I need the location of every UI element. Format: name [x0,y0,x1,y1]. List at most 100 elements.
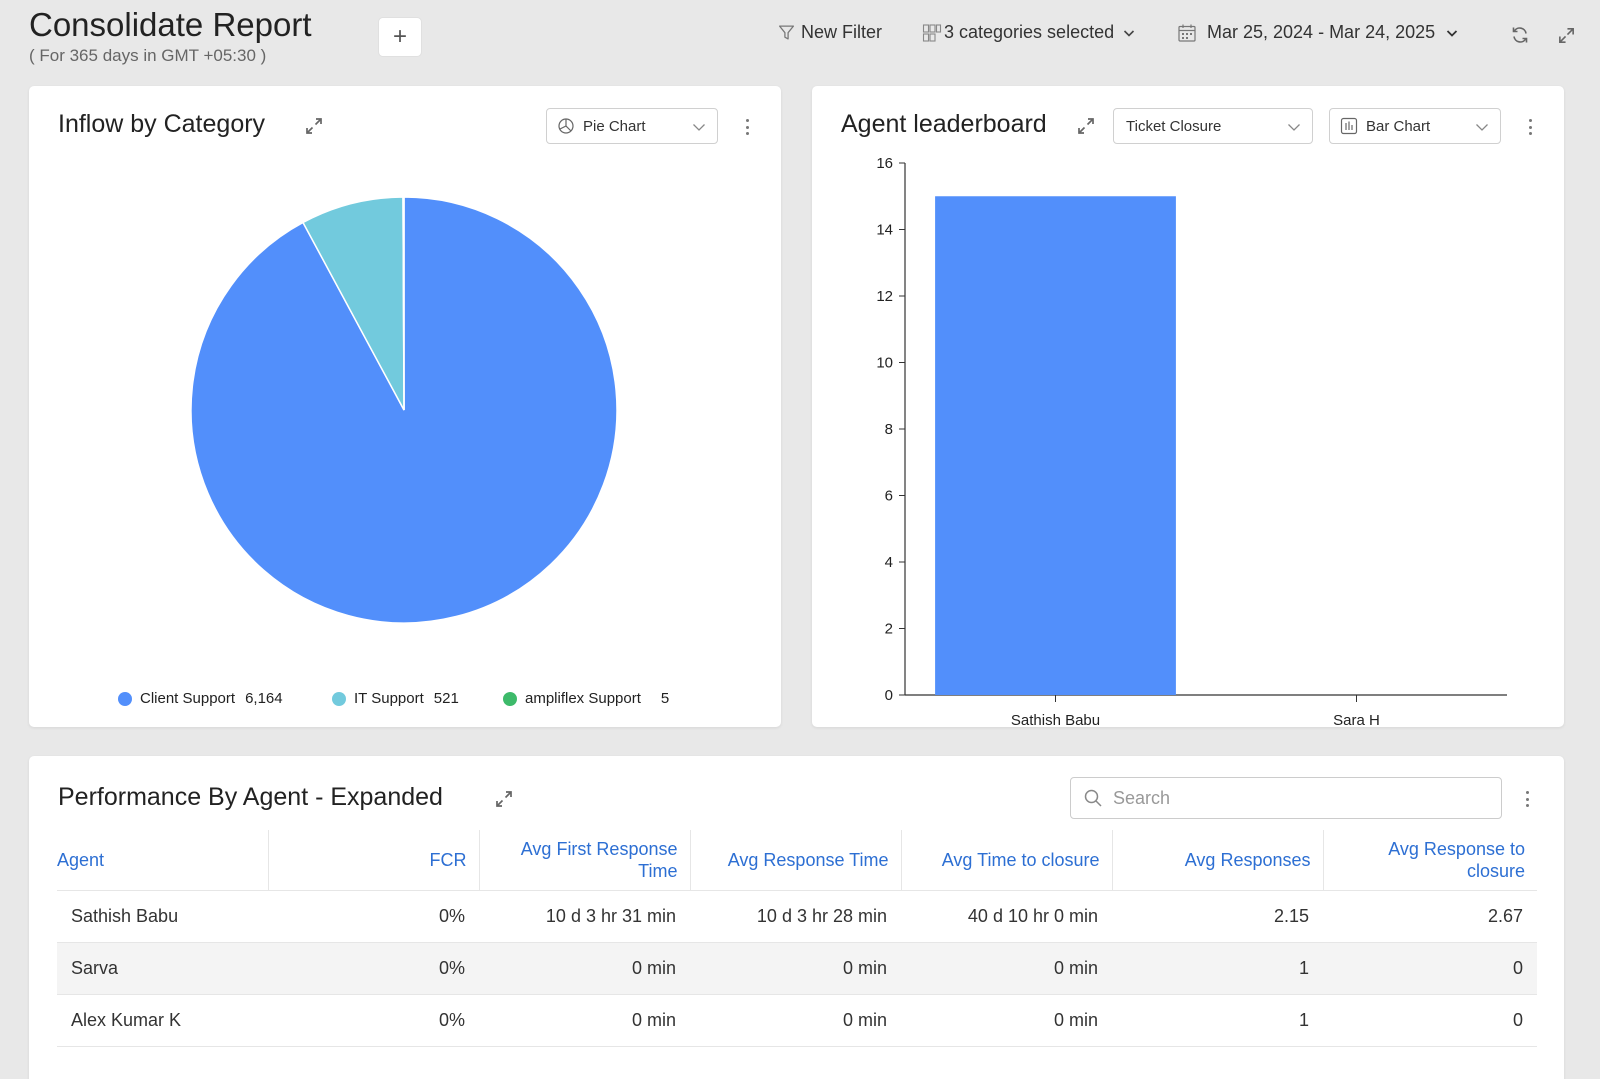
x-tick-label: Sathish Babu [1011,712,1100,729]
cell-avg-time-to-closure: 0 min [901,993,1112,1047]
expand-icon[interactable] [1076,116,1096,136]
table-row: Sathish Babu 0% 10 d 3 hr 31 min 10 d 3 … [57,889,1537,942]
refresh-icon[interactable] [1510,25,1530,45]
pie-chart-icon [558,118,574,134]
cell-avg-response-time: 0 min [690,941,901,994]
cell-fcr: 0% [268,993,479,1047]
cell-avg-response-time: 0 min [690,993,901,1047]
metric-label: Ticket Closure [1126,117,1222,135]
search-input[interactable] [1113,787,1473,809]
y-tick-label: 6 [885,488,893,505]
legend-dot [118,691,132,706]
cell-agent: Alex Kumar K [57,993,268,1047]
cell-avg-first-response-time: 0 min [479,941,690,994]
bar-chart-icon [1340,117,1358,135]
legend-label: Client Support [140,690,236,707]
chart-type-select[interactable]: Bar Chart [1329,108,1501,144]
y-tick-label: 12 [876,288,893,305]
expand-icon[interactable] [494,789,514,809]
cell-avg-response-to-closure: 0 [1323,941,1537,994]
filter-icon [778,25,795,40]
table-header-row: Agent FCR Avg First Response Time Avg Re… [57,830,1537,890]
new-filter-label: New Filter [801,22,883,42]
pie-slice-ampliflex-support[interactable] [402,196,405,411]
legend-label: ampliflex Support [525,690,641,707]
categories-label: 3 categories selected [944,22,1115,42]
cell-avg-responses: 1 [1112,941,1323,994]
y-tick-label: 2 [885,621,893,638]
pie-slice-it-support[interactable] [301,196,405,411]
date-range-label: Mar 25, 2024 - Mar 24, 2025 [1207,22,1436,42]
leaderboard-card-menu-button[interactable] [1525,116,1535,138]
column-header-avg-response-to-closure[interactable]: Avg Response to closure [1388,838,1525,881]
chart-type-select[interactable]: Pie Chart [546,108,718,144]
cell-avg-responses: 1 [1112,993,1323,1047]
x-tick-label: Sara H [1333,712,1380,729]
metric-select[interactable]: Ticket Closure [1113,108,1313,144]
inflow-card-menu-button[interactable] [742,116,752,138]
y-tick-label: 8 [885,421,893,438]
legend-dot [332,691,346,706]
cell-avg-response-to-closure: 0 [1323,993,1537,1047]
cell-agent: Sarva [57,941,268,994]
y-tick-label: 14 [876,222,893,239]
categories-dropdown[interactable]: 3 categories selected [922,22,1136,43]
chevron-down-icon [1476,124,1488,131]
page-title: Consolidate Report [29,6,312,43]
search-icon [1084,789,1102,807]
performance-card-title: Performance By Agent - Expanded [58,783,443,811]
column-header-avg-time-to-closure[interactable]: Avg Time to closure [901,830,1113,890]
legend-value: 5 [660,690,670,707]
legend-item-it-support: IT Support 521 [332,690,459,707]
cell-avg-responses: 2.15 [1112,889,1323,942]
grid-icon [922,23,942,42]
cell-avg-time-to-closure: 40 d 10 hr 0 min [901,889,1112,942]
table-row: Alex Kumar K 0% 0 min 0 min 0 min 1 0 [57,993,1537,1047]
y-tick-label: 4 [885,554,893,571]
cell-avg-response-to-closure: 2.67 [1323,889,1537,942]
agent-leaderboard-card: Agent leaderboard Ticket Closure Bar Cha… [812,86,1564,729]
page-subtitle: ( For 365 days in GMT +05:30 ) [29,46,267,65]
legend-dot [503,691,517,706]
cell-fcr: 0% [268,941,479,994]
table-row: Sarva 0% 0 min 0 min 0 min 1 0 [57,941,1537,994]
new-filter-button[interactable]: New Filter [778,22,882,43]
inflow-card-title: Inflow by Category [58,110,266,138]
search-box[interactable] [1070,777,1502,819]
bar[interactable] [935,196,1176,695]
y-tick-label: 10 [876,355,893,372]
cell-avg-first-response-time: 0 min [479,993,690,1047]
cell-avg-first-response-time: 10 d 3 hr 31 min [479,889,690,942]
column-header-agent[interactable]: Agent [57,830,269,890]
legend-value: 6,164 [245,690,283,707]
add-widget-button[interactable]: + [378,17,422,57]
y-tick-label: 16 [876,155,893,172]
leaderboard-card-title: Agent leaderboard [841,110,1047,138]
chevron-down-icon [693,124,705,131]
legend-item-client-support: Client Support 6,164 [118,690,283,707]
legend-item-ampliflex-support: ampliflex Support 5 [503,690,669,707]
chevron-down-icon [1447,29,1458,37]
chart-type-label: Pie Chart [583,117,646,135]
column-header-avg-response-time[interactable]: Avg Response Time [690,830,902,890]
inflow-by-category-card: Inflow by Category Pie Chart Client Supp… [29,86,781,727]
fullscreen-icon[interactable] [1557,26,1576,45]
date-range-picker[interactable]: Mar 25, 2024 - Mar 24, 2025 [1177,22,1459,43]
cell-avg-time-to-closure: 0 min [901,941,1112,994]
inflow-pie-chart [190,196,618,624]
chevron-down-icon [1124,29,1135,37]
cell-fcr: 0% [268,889,479,942]
expand-icon[interactable] [304,116,324,136]
column-header-avg-first-response-time[interactable]: Avg First Response Time [479,830,691,890]
y-tick-label: 0 [885,687,893,704]
calendar-icon [1178,24,1196,42]
column-header-fcr[interactable]: FCR [268,830,480,890]
chevron-down-icon [1288,124,1300,131]
legend-label: IT Support [354,690,424,707]
performance-card-menu-button[interactable] [1522,788,1532,810]
performance-table: Agent FCR Avg First Response Time Avg Re… [57,830,1537,1047]
cell-agent: Sathish Babu [57,889,268,942]
chart-type-label: Bar Chart [1366,117,1431,135]
column-header-avg-responses[interactable]: Avg Responses [1112,830,1324,890]
